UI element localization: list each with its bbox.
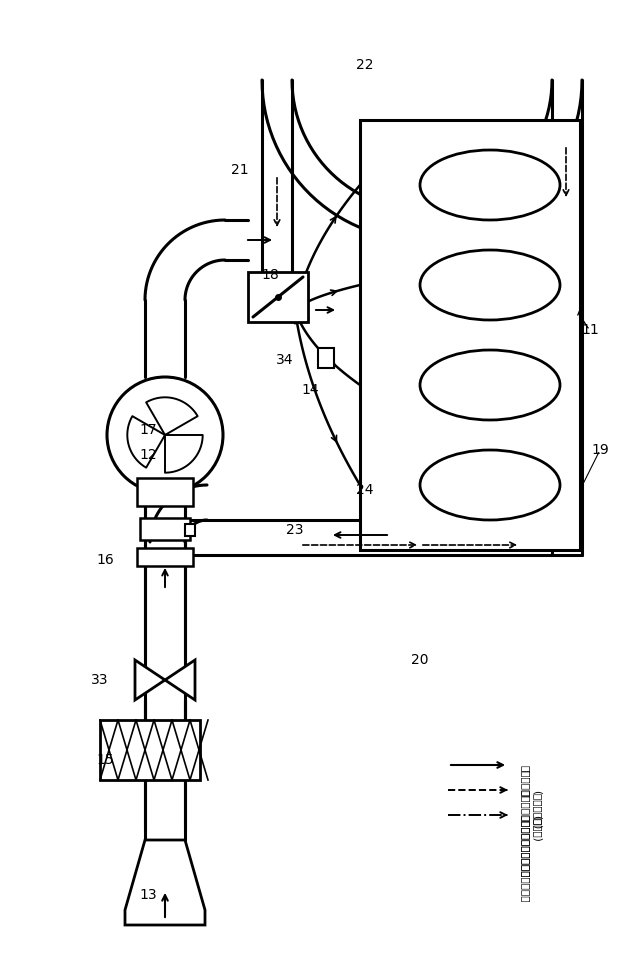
Text: 15: 15: [96, 753, 114, 767]
Text: 吸気の流れ: 吸気の流れ: [520, 765, 530, 796]
Text: 12: 12: [139, 448, 157, 462]
Text: 33: 33: [92, 673, 109, 687]
Text: 17: 17: [139, 423, 157, 437]
Polygon shape: [165, 660, 195, 700]
Bar: [185, 524, 195, 536]
Text: 23: 23: [286, 523, 304, 537]
Text: 19: 19: [591, 443, 609, 457]
Text: (過給時): (過給時): [532, 815, 542, 841]
Text: 34: 34: [276, 353, 294, 367]
Bar: [318, 348, 334, 368]
Bar: [137, 478, 193, 506]
Text: 20: 20: [412, 653, 429, 667]
Bar: [248, 272, 308, 322]
Ellipse shape: [420, 350, 560, 420]
Text: 21: 21: [231, 163, 249, 177]
Bar: [137, 548, 193, 566]
Text: ブローバイガスを換気する流れ: ブローバイガスを換気する流れ: [520, 815, 530, 902]
Circle shape: [107, 377, 223, 493]
Bar: [360, 120, 580, 550]
Text: 14: 14: [301, 383, 319, 397]
Polygon shape: [135, 660, 165, 700]
Text: (自然吸気時): (自然吸気時): [532, 790, 542, 829]
Polygon shape: [125, 840, 205, 925]
Bar: [100, 720, 200, 780]
Ellipse shape: [420, 450, 560, 520]
Text: 24: 24: [356, 483, 374, 497]
Text: 13: 13: [139, 888, 157, 902]
Text: 22: 22: [356, 58, 374, 72]
Ellipse shape: [420, 250, 560, 320]
Ellipse shape: [420, 150, 560, 220]
Text: 18: 18: [261, 268, 279, 282]
Text: 16: 16: [96, 553, 114, 567]
Bar: [140, 518, 190, 540]
Text: ブローバイガスを換気する流れ: ブローバイガスを換気する流れ: [520, 790, 530, 878]
Text: 11: 11: [581, 323, 599, 337]
